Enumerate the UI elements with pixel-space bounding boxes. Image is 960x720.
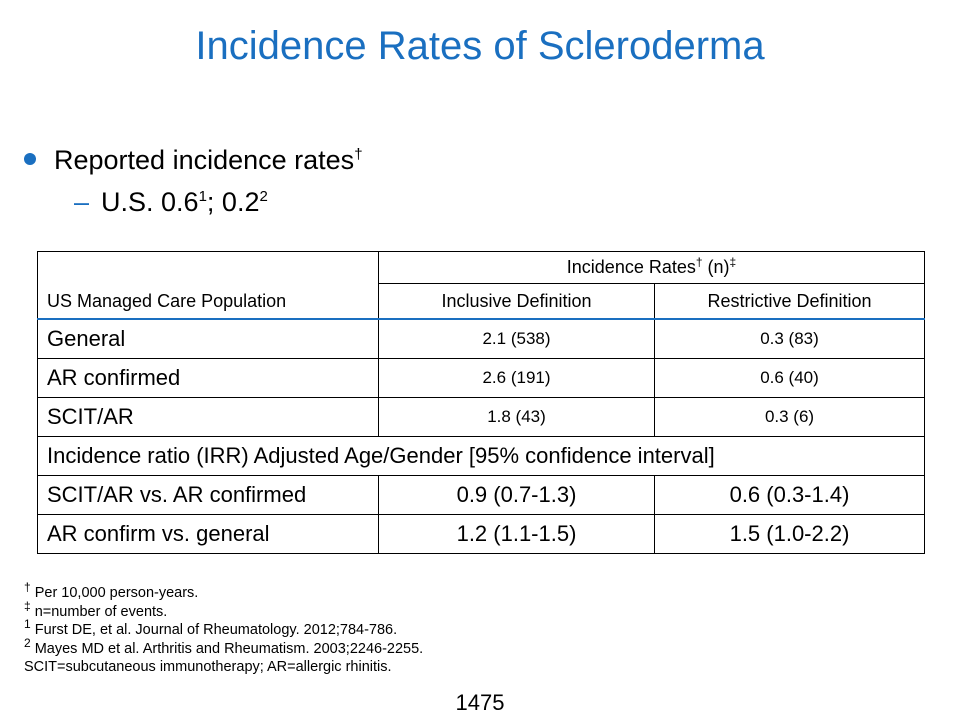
footnotes: † Per 10,000 person-years. ‡ n=number of…	[24, 581, 424, 677]
footnote-mark: †	[24, 580, 31, 595]
footnote: † Per 10,000 person-years.	[24, 581, 423, 603]
table-row: SCIT/AR vs. AR confirmed 0.9 (0.7-1.3) 0…	[37, 475, 926, 515]
group-header-ddagger: ‡	[729, 255, 737, 269]
incidence-table: US Managed Care Population Incidence Rat…	[36, 251, 926, 554]
footnote-mark: 2	[24, 635, 31, 650]
table-row: SCIT/AR 1.8 (43) 0.3 (6)	[37, 397, 926, 437]
cell-restrictive: 1.5 (1.0-2.2)	[653, 514, 926, 554]
cell-restrictive: 0.6 (0.3-1.4)	[653, 475, 926, 515]
footnote: SCIT=subcutaneous immunotherapy; AR=alle…	[24, 658, 423, 677]
table-row: AR confirmed 2.6 (191) 0.6 (40)	[37, 358, 926, 398]
page-number: 1475	[455, 690, 505, 715]
table-subheader-row: Inclusive Definition Restrictive Definit…	[37, 283, 926, 320]
cell-inclusive: 2.1 (538)	[378, 318, 655, 359]
footnote-text: Furst DE, et al. Journal of Rheumatology…	[30, 622, 398, 638]
citation-sup-1: 1	[198, 188, 207, 205]
slide-title: Incidence Rates of Scleroderma	[195, 24, 765, 68]
sub-bullet-item: – U.S. 0.61; 0.22	[74, 184, 268, 220]
footnote: ‡ n=number of events.	[24, 600, 423, 622]
row-label: SCIT/AR	[37, 397, 379, 437]
footnote: 1 Furst DE, et al. Journal of Rheumatolo…	[24, 618, 423, 640]
group-header-dagger: †	[695, 255, 703, 269]
row-label: AR confirm vs. general	[37, 514, 379, 554]
bullet-item: Reported incidence rates†	[24, 142, 363, 178]
group-header-text: Incidence Rates	[566, 257, 696, 277]
footnote-text: n=number of events.	[30, 603, 168, 620]
group-header: Incidence Rates† (n)‡	[377, 251, 926, 284]
col-header-inclusive: Inclusive Definition	[378, 283, 655, 320]
footnote-mark: ‡	[24, 598, 31, 613]
cell-restrictive: 0.3 (6)	[653, 397, 926, 437]
cell-restrictive: 0.3 (83)	[653, 318, 926, 359]
sub-bullet-prefix: U.S. 0.6	[101, 187, 199, 217]
col-header-restrictive: Restrictive Definition	[653, 283, 926, 320]
irr-header: Incidence ratio (IRR) Adjusted Age/Gende…	[36, 436, 926, 476]
group-header-n: (n)	[702, 257, 730, 277]
table-row: AR confirm vs. general 1.2 (1.1-1.5) 1.5…	[37, 514, 926, 554]
corner-header-label: US Managed Care Population	[47, 291, 287, 311]
footnote: 2 Mayes MD et al. Arthritis and Rheumati…	[24, 637, 424, 659]
cell-inclusive: 2.6 (191)	[378, 358, 655, 398]
table-span-row: Incidence ratio (IRR) Adjusted Age/Gende…	[36, 436, 926, 476]
footnote-text: Mayes MD et al. Arthritis and Rheumatism…	[30, 640, 424, 657]
table-row: General 2.1 (538) 0.3 (83)	[37, 318, 926, 359]
dash-icon: –	[74, 187, 90, 217]
cell-inclusive: 0.9 (0.7-1.3)	[378, 475, 655, 515]
bullet-text: Reported incidence rates	[54, 145, 355, 175]
footnote-text: Per 10,000 person-years.	[30, 585, 199, 601]
footnote-mark: 1	[24, 617, 31, 632]
citation-sup-2: 2	[259, 188, 268, 205]
sub-bullet-middle: ; 0.2	[206, 187, 260, 217]
row-label: AR confirmed	[37, 358, 379, 398]
bullet-dot-icon	[24, 152, 36, 165]
cell-restrictive: 0.6 (40)	[653, 358, 926, 398]
cell-inclusive: 1.2 (1.1-1.5)	[378, 514, 655, 554]
dagger-mark: †	[354, 146, 363, 163]
footnote-text: SCIT=subcutaneous immunotherapy; AR=alle…	[24, 659, 392, 675]
table-header-row: US Managed Care Population Incidence Rat…	[37, 251, 926, 320]
corner-header: US Managed Care Population	[37, 251, 379, 320]
row-label: SCIT/AR vs. AR confirmed	[37, 475, 379, 515]
cell-inclusive: 1.8 (43)	[378, 397, 655, 437]
row-label: General	[37, 318, 379, 359]
